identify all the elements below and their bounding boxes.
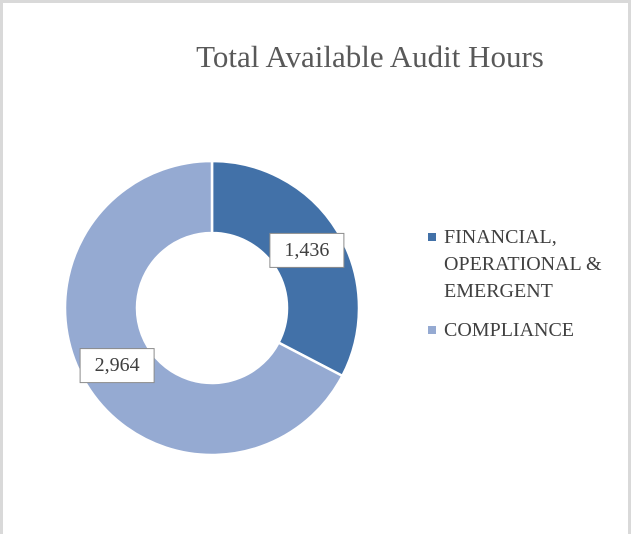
data-label-text: 1,436 — [284, 239, 329, 261]
slice — [210, 159, 361, 378]
legend-swatch — [428, 326, 436, 334]
legend-label: COMPLIANCE — [444, 319, 575, 341]
legend-item: FINANCIAL, OPERATIONAL & EMERGENT — [428, 224, 604, 305]
chart-title: Total Available Audit Hours — [196, 39, 544, 74]
legend-swatch — [428, 233, 436, 241]
legend-label: FINANCIAL, OPERATIONAL & EMERGENT — [444, 226, 602, 302]
data-label: 2,964 — [79, 348, 155, 384]
data-label-box — [269, 232, 345, 268]
data-label-text: 2,964 — [95, 354, 140, 376]
legend: FINANCIAL, OPERATIONAL & EMERGENT COMPLIA… — [428, 224, 618, 356]
data-label-box — [79, 348, 155, 384]
legend-item: COMPLIANCE — [428, 317, 604, 344]
data-label: 1,436 — [269, 232, 345, 268]
